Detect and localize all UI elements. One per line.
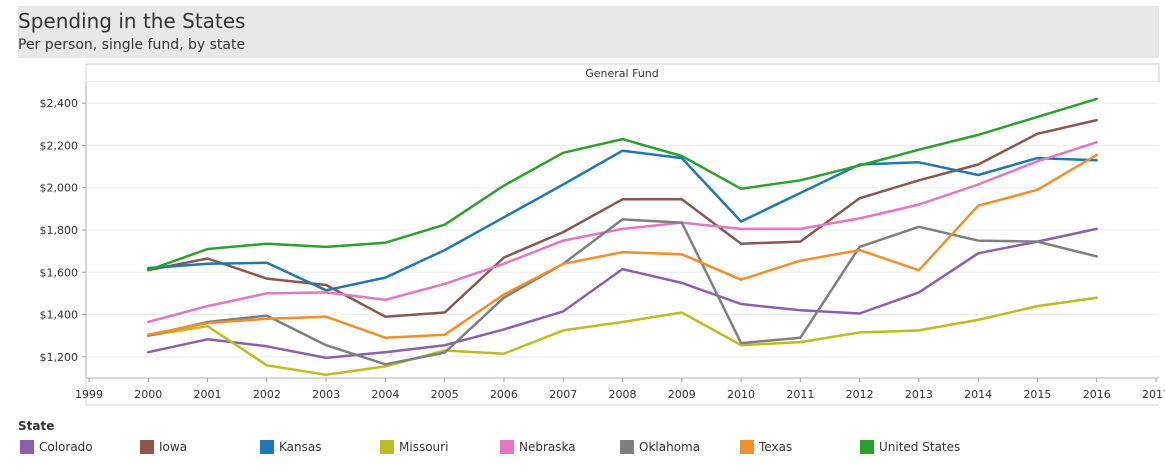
line-chart: General Fund $1,200 $1,400 $1,600 $1,800 $2,… [40,63,1165,406]
x-tick-label: 2005 [431,388,459,401]
legend-swatch [140,440,154,454]
series-line-oklahoma[interactable] [147,218,1098,366]
legend-swatch [740,440,754,454]
x-tick-label: 2001 [194,388,222,401]
legend-label: United States [879,440,961,454]
series-line-united-states[interactable] [147,97,1098,272]
legend-label: Iowa [159,440,188,454]
x-tick-label: 2006 [490,388,518,401]
x-tick-label: 2012 [846,388,874,401]
x-tick-label: 2008 [609,388,637,401]
y-tick-label: $2,000 [40,182,79,195]
series-lines [147,97,1098,377]
legend-swatch [620,440,634,454]
series-line-texas[interactable] [147,153,1098,340]
x-tick-label: 2017 [1142,388,1165,401]
title-band [18,6,1159,58]
legend-swatch [380,440,394,454]
legend-item-oklahoma[interactable]: Oklahoma [620,438,700,456]
x-tick-label: 2004 [371,388,399,401]
legend-label: Nebraska [519,440,576,454]
legend-swatch [260,440,274,454]
axes: $1,200 $1,400 $1,600 $1,800 $2,000 $2,200 $2,4… [40,82,1165,406]
legend-label: Colorado [39,440,93,454]
y-tick-label: $1,600 [40,266,79,279]
series-line-kansas[interactable] [147,149,1098,292]
legend-item-kansas[interactable]: Kansas [260,438,321,456]
x-tick-label: 2009 [668,388,696,401]
legend-label: Texas [759,440,793,454]
x-tick-label: 2000 [134,388,162,401]
legend-item-nebraska[interactable]: Nebraska [500,438,576,456]
x-tick-label: 2014 [964,388,992,401]
panel-title: General Fund [585,67,659,80]
series-line-iowa[interactable] [147,118,1098,318]
legend-label: Oklahoma [639,440,701,454]
series-line-colorado[interactable] [147,227,1098,360]
x-tick-label: 2013 [905,388,933,401]
legend-item-united-states[interactable]: United States [860,438,960,456]
series-line-missouri[interactable] [147,296,1098,377]
x-tick-label: 2010 [727,388,755,401]
chart-title: Spending in the States [18,9,246,33]
x-tick-label: 2002 [253,388,281,401]
legend-swatch [20,440,34,454]
legend-swatch [500,440,514,454]
legend-label: Missouri [399,440,449,454]
legend-item-texas[interactable]: Texas [740,438,792,456]
series-line-nebraska[interactable] [147,141,1098,324]
y-tick-label: $2,400 [40,97,79,110]
chart-subtitle: Per person, single fund, by state [18,37,246,53]
x-tick-label: 1999 [75,388,103,401]
x-tick-label: 2007 [549,388,577,401]
legend-item-colorado[interactable]: Colorado [20,438,93,456]
legend-item-iowa[interactable]: Iowa [140,438,187,456]
legend-label: Kansas [279,440,322,454]
y-tick-label: $2,200 [40,139,79,152]
x-tick-label: 2016 [1083,388,1111,401]
y-tick-label: $1,400 [40,309,79,322]
legend-item-missouri[interactable]: Missouri [380,438,448,456]
x-tick-label: 2011 [786,388,814,401]
y-tick-label: $1,200 [40,351,79,364]
legend-swatch [860,440,874,454]
legend-heading: State [18,419,55,433]
x-tick-label: 2003 [312,388,340,401]
x-tick-label: 2015 [1023,388,1051,401]
y-tick-label: $1,800 [40,224,79,237]
